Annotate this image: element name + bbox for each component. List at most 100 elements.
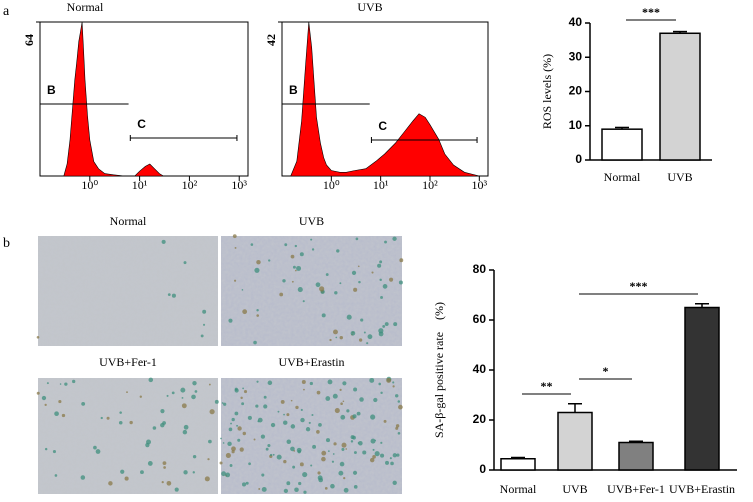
stain	[300, 417, 305, 423]
y-tick-label: 40	[473, 362, 487, 376]
stain	[380, 391, 383, 395]
stain	[380, 441, 383, 444]
y-tick-label: 40	[569, 15, 583, 29]
stain	[290, 424, 296, 429]
stain	[319, 286, 325, 292]
stain	[231, 417, 235, 422]
stain	[370, 414, 376, 420]
stain	[160, 409, 165, 414]
stain	[318, 423, 322, 427]
stain	[305, 427, 311, 432]
chart-title: UVB	[357, 0, 382, 14]
stain	[292, 265, 296, 269]
stain	[280, 399, 285, 404]
stain	[378, 328, 384, 334]
stain	[286, 413, 290, 417]
stain	[333, 329, 338, 335]
stain	[345, 448, 348, 450]
micrograph-label: Normal	[110, 214, 147, 228]
stain	[227, 441, 232, 447]
x-tick-label: 10²	[422, 178, 438, 192]
stain	[119, 411, 122, 414]
stain	[377, 263, 382, 268]
stain	[171, 293, 176, 298]
stain	[258, 487, 261, 490]
y-tick-label: 20	[473, 412, 487, 426]
stain	[358, 338, 363, 342]
x-tick-label: 10⁰	[81, 178, 98, 192]
stain	[342, 400, 345, 403]
stain	[166, 480, 172, 486]
stain	[222, 442, 225, 444]
x-tick-label: UVB	[562, 482, 587, 496]
gate-label: C	[378, 119, 387, 133]
bar	[618, 441, 654, 471]
stain	[311, 413, 314, 417]
stain	[95, 449, 101, 454]
stain	[286, 439, 292, 444]
stain	[299, 462, 304, 467]
stain	[374, 451, 380, 457]
x-tick-label: UVB+Fer-1	[607, 482, 665, 496]
stain	[358, 280, 361, 284]
stain	[108, 481, 113, 486]
stain	[352, 414, 357, 419]
stain	[257, 417, 263, 423]
x-tick-label: Normal	[500, 482, 537, 496]
x-tick-label: 10³	[472, 178, 488, 192]
stain	[61, 413, 66, 418]
stain	[386, 377, 392, 383]
stain	[383, 419, 387, 423]
y-tick-label: 80	[473, 262, 487, 276]
stain	[234, 246, 237, 249]
stain	[225, 472, 231, 478]
stain	[58, 399, 62, 404]
stain	[382, 284, 388, 289]
stain	[308, 421, 311, 424]
stain	[316, 430, 320, 434]
stain	[290, 254, 295, 259]
stain	[64, 382, 68, 386]
stain	[129, 420, 133, 425]
stain	[93, 445, 97, 450]
stain	[59, 383, 62, 385]
stain	[341, 447, 345, 451]
micrograph-label: UVB+Erastin	[278, 355, 344, 369]
stain	[250, 243, 254, 246]
stain	[332, 453, 335, 455]
stain	[52, 450, 56, 454]
stain	[311, 248, 315, 251]
stain	[221, 471, 227, 477]
y-tick-label: 42	[264, 34, 278, 46]
stain	[242, 309, 248, 315]
stain	[265, 447, 269, 451]
stain	[36, 391, 40, 395]
stain	[256, 259, 261, 265]
stain	[54, 474, 58, 477]
histogram-area	[63, 21, 240, 177]
stain	[202, 309, 207, 314]
stain	[260, 434, 266, 439]
stain	[397, 431, 401, 435]
stain	[256, 314, 260, 317]
stain	[392, 236, 397, 241]
stain	[242, 482, 247, 487]
stain	[366, 342, 369, 345]
stain	[41, 395, 47, 401]
stain	[389, 457, 392, 460]
stain	[171, 391, 175, 395]
stain	[44, 447, 48, 451]
stain	[295, 405, 299, 410]
stain	[321, 313, 326, 318]
stain	[268, 259, 271, 262]
stain	[167, 293, 171, 296]
stain	[256, 309, 259, 312]
stain	[220, 437, 222, 440]
stain	[290, 399, 293, 402]
stain	[269, 453, 273, 457]
stain	[192, 454, 197, 459]
y-tick-label: 10	[569, 118, 583, 132]
stain	[325, 273, 329, 276]
stain	[396, 453, 400, 457]
